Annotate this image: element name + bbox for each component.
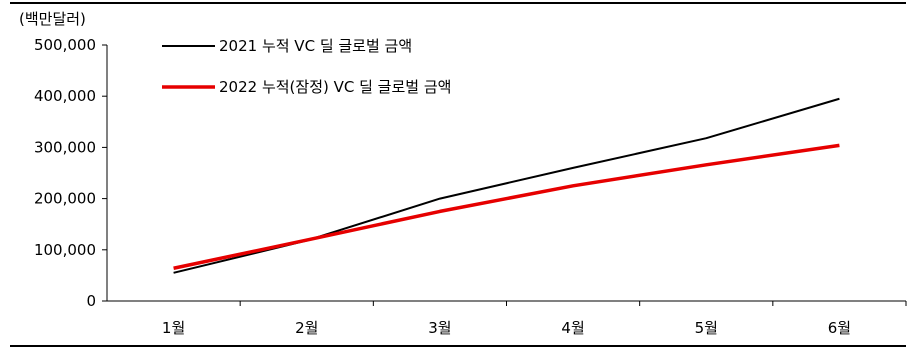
x-tick-label: 4월	[561, 319, 584, 337]
x-tick-label: 1월	[162, 319, 185, 337]
x-tick-label: 2월	[295, 319, 318, 337]
y-tick-label: 200,000	[34, 190, 96, 208]
x-tick-label: 6월	[828, 319, 851, 337]
y-tick-label: 400,000	[34, 87, 96, 105]
bottom-rule	[10, 345, 906, 347]
series-layer	[173, 97, 840, 274]
y-tick-label: 500,000	[34, 36, 96, 54]
y-tick-label: 100,000	[34, 241, 96, 259]
x-tick-label: 5월	[695, 319, 718, 337]
y-unit-label: (백만달러)	[19, 10, 86, 28]
y-tick-label: 0	[86, 292, 96, 310]
chart-legend: 2021 누적 VC 딜 글로벌 금액 2022 누적(잠정) VC 딜 글로벌 …	[162, 37, 451, 96]
legend-label: 2021 누적 VC 딜 글로벌 금액	[219, 37, 412, 55]
x-tick-label: 3월	[428, 319, 451, 337]
series-line	[173, 143, 840, 270]
top-rule	[10, 2, 906, 4]
y-tick-label: 300,000	[34, 138, 96, 156]
legend-label: 2022 누적(잠정) VC 딜 글로벌 금액	[219, 78, 451, 96]
chart-axes: 0 100,000 200,000 300,000 400,000 500,000 1월 2월…	[34, 36, 907, 337]
